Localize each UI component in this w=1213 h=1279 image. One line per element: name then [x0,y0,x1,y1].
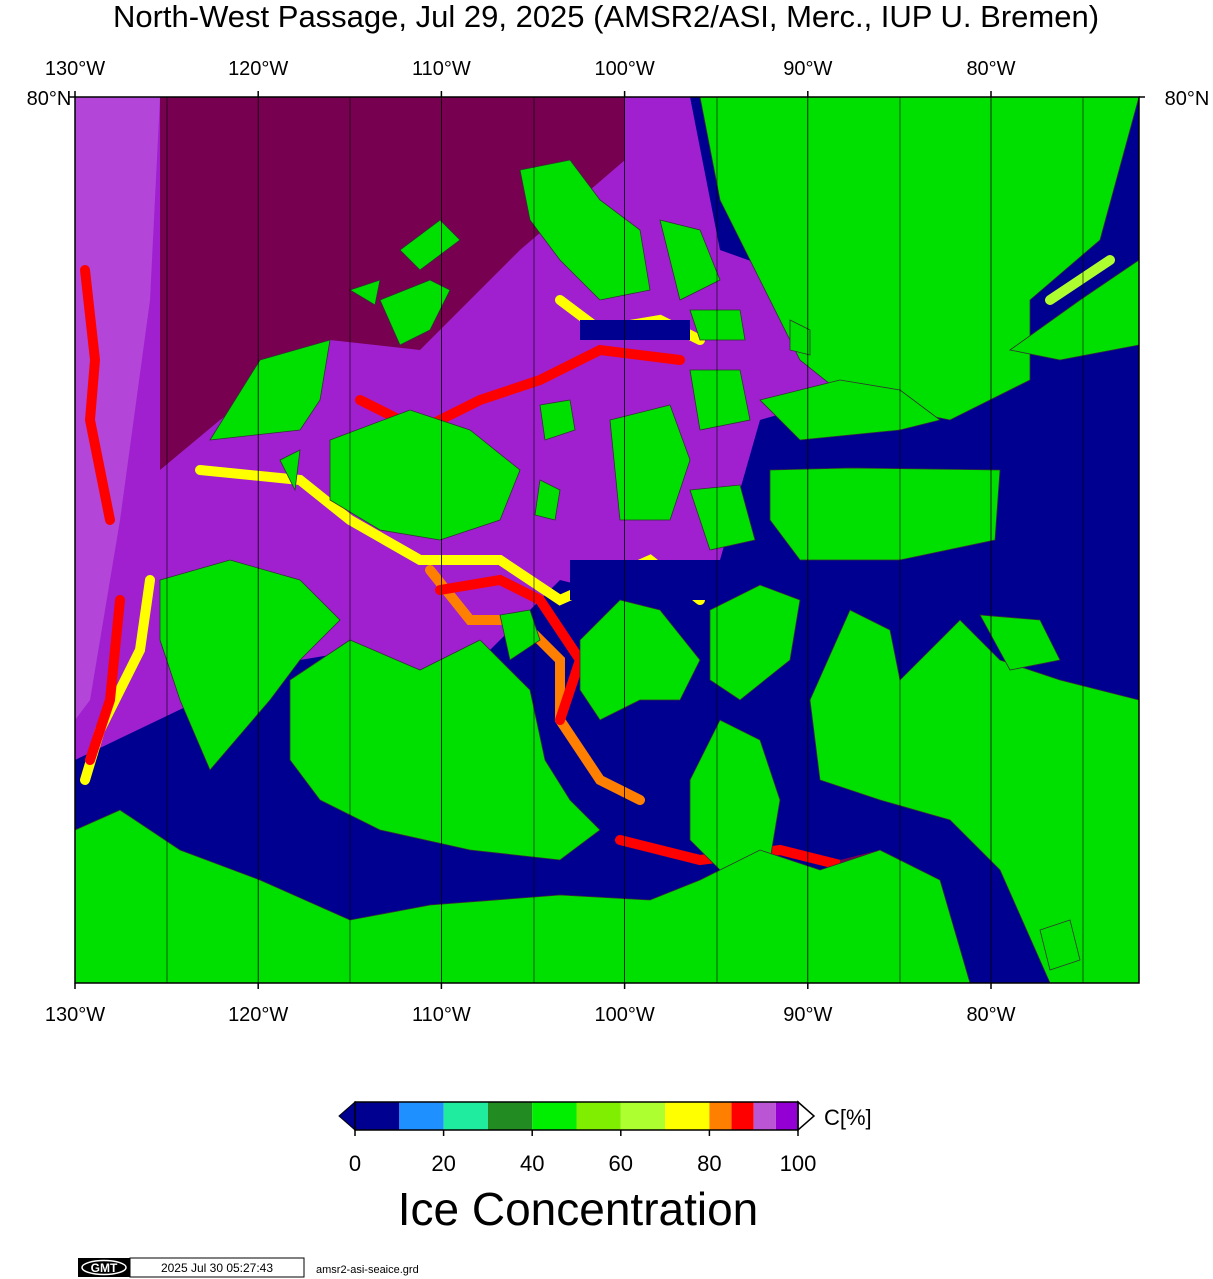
land [689,719,781,871]
colorbar-tick-label: 60 [609,1151,633,1176]
gmt-logo [78,1258,130,1277]
lon-label: 130°W [45,1004,105,1026]
lon-label: 110°W [412,1004,471,1026]
ice-region [75,97,160,720]
lat-label: 80°N [1165,88,1210,110]
colorbar-tick-label: 100 [780,1151,817,1176]
timestamp: 2025 Jul 30 05:27:43 [161,1261,273,1275]
colorbar-segment [709,1102,732,1130]
lon-label: 90°W [783,58,832,80]
lon-label: 100°W [594,58,654,80]
colorbar-segment [731,1102,754,1130]
colorbar-segment [753,1102,776,1130]
land [519,159,651,301]
land [159,559,341,771]
colorbar-segment [775,1102,798,1130]
colorbar-segment [399,1102,444,1130]
land [534,479,561,521]
colorbar-segment [487,1102,533,1130]
lon-label: 80°W [966,1004,1015,1026]
land [659,219,721,301]
colorbar-tick-label: 40 [520,1151,544,1176]
land [289,639,601,861]
land [379,279,451,346]
lon-label: 120°W [228,1004,288,1026]
colorbar-segment [665,1102,710,1130]
colorbar-segment [443,1102,488,1130]
lon-label: 130°W [45,58,105,80]
colorbar-tick-label: 80 [697,1151,721,1176]
filename: amsr2-asi-seaice.grd [316,1264,419,1276]
land [789,319,811,356]
land [75,809,971,983]
land [759,379,941,441]
land [499,609,541,661]
lat-label: 80°N [27,88,72,110]
timestamp-box [129,1257,305,1278]
land [689,484,756,551]
land [979,614,1061,671]
map [75,97,1139,983]
land [279,449,301,492]
land [769,467,1001,561]
lon-label: 120°W [228,58,288,80]
land [329,409,521,541]
land [809,609,1139,983]
colorbar-segment [576,1102,621,1130]
land [709,584,801,701]
colorbar-segment [355,1102,400,1130]
colorbar-segment [620,1102,666,1130]
colorbar-tick-label: 0 [349,1151,361,1176]
lon-label: 110°W [412,58,471,80]
water [570,560,1139,600]
land [1039,919,1081,971]
lon-label: 80°W [966,58,1015,80]
water [580,320,690,340]
gmt-logo-ring [81,1259,127,1276]
land [539,399,576,441]
land [689,369,751,431]
colorbar-tick-label: 20 [431,1151,455,1176]
colorbar-arrow [338,1100,356,1132]
gmt-logo-text: GMT [91,1261,118,1275]
land [349,279,381,306]
colorbar-arrow [797,1100,816,1132]
colorbar-frame [354,1101,799,1131]
colorbar-segment [532,1102,577,1130]
title: North-West Passage, Jul 29, 2025 (AMSR2/… [113,0,1099,34]
land [689,309,746,341]
land [579,599,701,721]
lon-label: 100°W [594,1004,654,1026]
minor-grid [166,97,1084,983]
colorbar-title: Ice Concentration [398,1183,759,1235]
lon-label: 90°W [783,1004,832,1026]
land [609,404,691,521]
land [1009,259,1139,361]
colorbar-unit: C[%] [824,1105,872,1130]
land [209,339,331,441]
land [399,219,461,271]
